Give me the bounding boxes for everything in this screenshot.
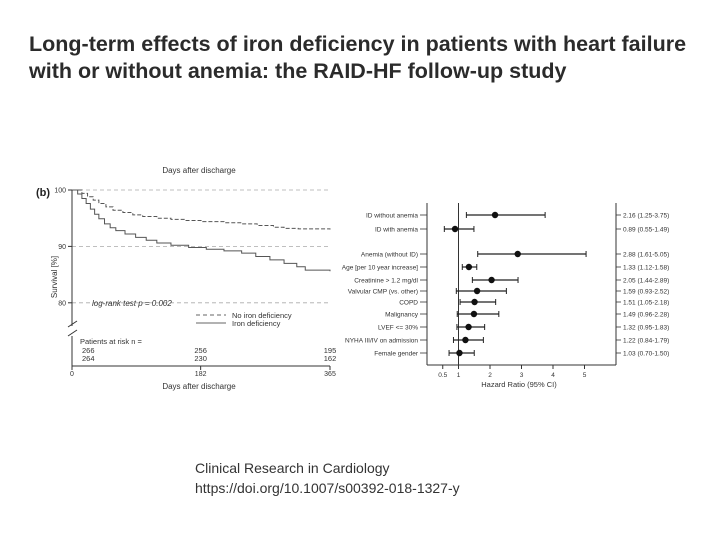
forest-hr-text: 1.22 (0.84-1.79) [623,338,669,345]
at-risk-value: 264 [82,354,95,363]
slide-title: Long-term effects of iron deficiency in … [29,31,709,85]
km-legend: No iron deficiency Iron deficiency [196,311,292,328]
forest-x-axis-label: Hazard Ratio (95% CI) [481,380,557,389]
forest-row-label: Female gender [374,351,419,358]
at-risk-value: 256 [194,346,207,355]
forest-x-tick-label: 0.5 [438,372,447,379]
log-rank-annotation: log-rank test p = 0.002 [92,299,172,308]
forest-point-estimate [514,250,521,258]
forest-point-estimate [488,276,495,284]
km-y-axis-label: Survival [%] [50,256,59,298]
forest-hr-text: 0.89 (0.55-1.49) [623,227,669,234]
forest-row-label: Creatinine > 1.2 mg/dl [354,278,418,285]
forest-hr-text: 1.03 (0.70-1.50) [623,351,669,358]
forest-row-label: Age [per 10 year increase] [342,265,418,272]
forest-point-estimate [491,211,499,219]
forest-x-ticks: 0.5 1 2 3 4 5 [438,365,587,379]
km-grid [72,189,330,304]
forest-point-estimate [462,336,469,344]
at-risk-value: 195 [324,346,337,355]
km-y-tick-label: 90 [58,244,66,251]
forest-row-label: Malignancy [385,312,419,319]
at-risk-value: 266 [82,346,95,355]
km-y-tick-label: 80 [58,300,66,307]
km-top-axis-title: Days after discharge [162,166,236,175]
forest-plot: ID without anemia 2.16 (1.25-3.75) ID with… [342,203,669,389]
slide-title-line-1: Long-term effects of iron deficiency in … [29,32,687,56]
forest-hr-text: 1.49 (0.96-2.28) [623,312,669,319]
forest-point-estimate [465,323,472,331]
km-y-tick-label: 100 [54,188,66,195]
forest-row-label: COPD [399,300,418,307]
citation: Clinical Research in Cardiology https://… [195,458,460,498]
forest-rows: ID without anemia 2.16 (1.25-3.75) ID with… [342,211,669,358]
forest-hr-text: 2.16 (1.25-3.75) [623,213,669,220]
forest-hr-text: 1.59 (0.93-2.52) [623,289,669,296]
forest-hr-text: 1.51 (1.05-2.18) [623,300,669,307]
km-x-ticks: 0 182 365 [70,366,336,378]
km-line-no-iron-deficiency [72,189,331,230]
forest-point-estimate [471,298,478,306]
axis-break-mark [67,320,78,328]
forest-hr-text: 1.33 (1.12-1.58) [623,265,669,272]
forest-x-tick-label: 3 [520,372,524,379]
km-x-tick-label: 365 [324,371,336,378]
forest-row-label: Valvular CMP (vs. other) [348,289,418,296]
km-series [72,189,331,272]
kaplan-meier-chart: (b) Days after discharge Survival [%] 80… [36,166,336,391]
axis-break-mark [67,329,78,337]
forest-row-label: LVEF <= 30% [378,325,418,332]
forest-row-label: ID with anemia [375,227,418,234]
forest-x-tick-label: 2 [488,372,492,379]
km-y-ticks: 80 90 100 [54,188,72,307]
panel-label: (b) [36,187,50,199]
forest-point-estimate [470,310,478,318]
forest-point-estimate [473,287,481,295]
forest-row-label: Anemia (without ID) [361,252,418,259]
slide-title-line-2: with or without anemia: the RAID-HF foll… [29,59,567,83]
at-risk-table: 266 256 195 264 230 162 [82,346,336,363]
at-risk-value: 162 [324,354,337,363]
forest-x-tick-label: 5 [583,372,587,379]
km-x-tick-label: 0 [70,371,74,378]
legend-label-no-iron-deficiency: No iron deficiency [232,311,292,320]
forest-x-tick-label: 4 [551,372,555,379]
at-risk-value: 230 [194,354,207,363]
legend-label-iron-deficiency: Iron deficiency [232,319,281,328]
forest-hr-text: 2.05 (1.44-2.89) [623,278,669,285]
forest-hr-text: 2.88 (1.61-5.05) [623,252,669,259]
forest-row-label: NYHA III/IV on admission [345,338,418,345]
km-x-tick-label: 182 [195,371,207,378]
citation-doi[interactable]: https://doi.org/10.1007/s00392-018-1327-… [195,480,460,496]
forest-point-estimate [451,225,459,233]
forest-point-estimate [465,263,473,271]
km-x-axis-label: Days after discharge [162,382,236,391]
forest-point-estimate [456,349,463,357]
at-risk-label: Patients at risk n = [80,337,143,346]
forest-x-tick-label: 1 [457,372,461,379]
citation-journal: Clinical Research in Cardiology [195,460,390,476]
km-line-iron-deficiency [72,189,331,272]
forest-row-label: ID without anemia [366,213,418,220]
forest-hr-text: 1.32 (0.95-1.83) [623,325,669,332]
